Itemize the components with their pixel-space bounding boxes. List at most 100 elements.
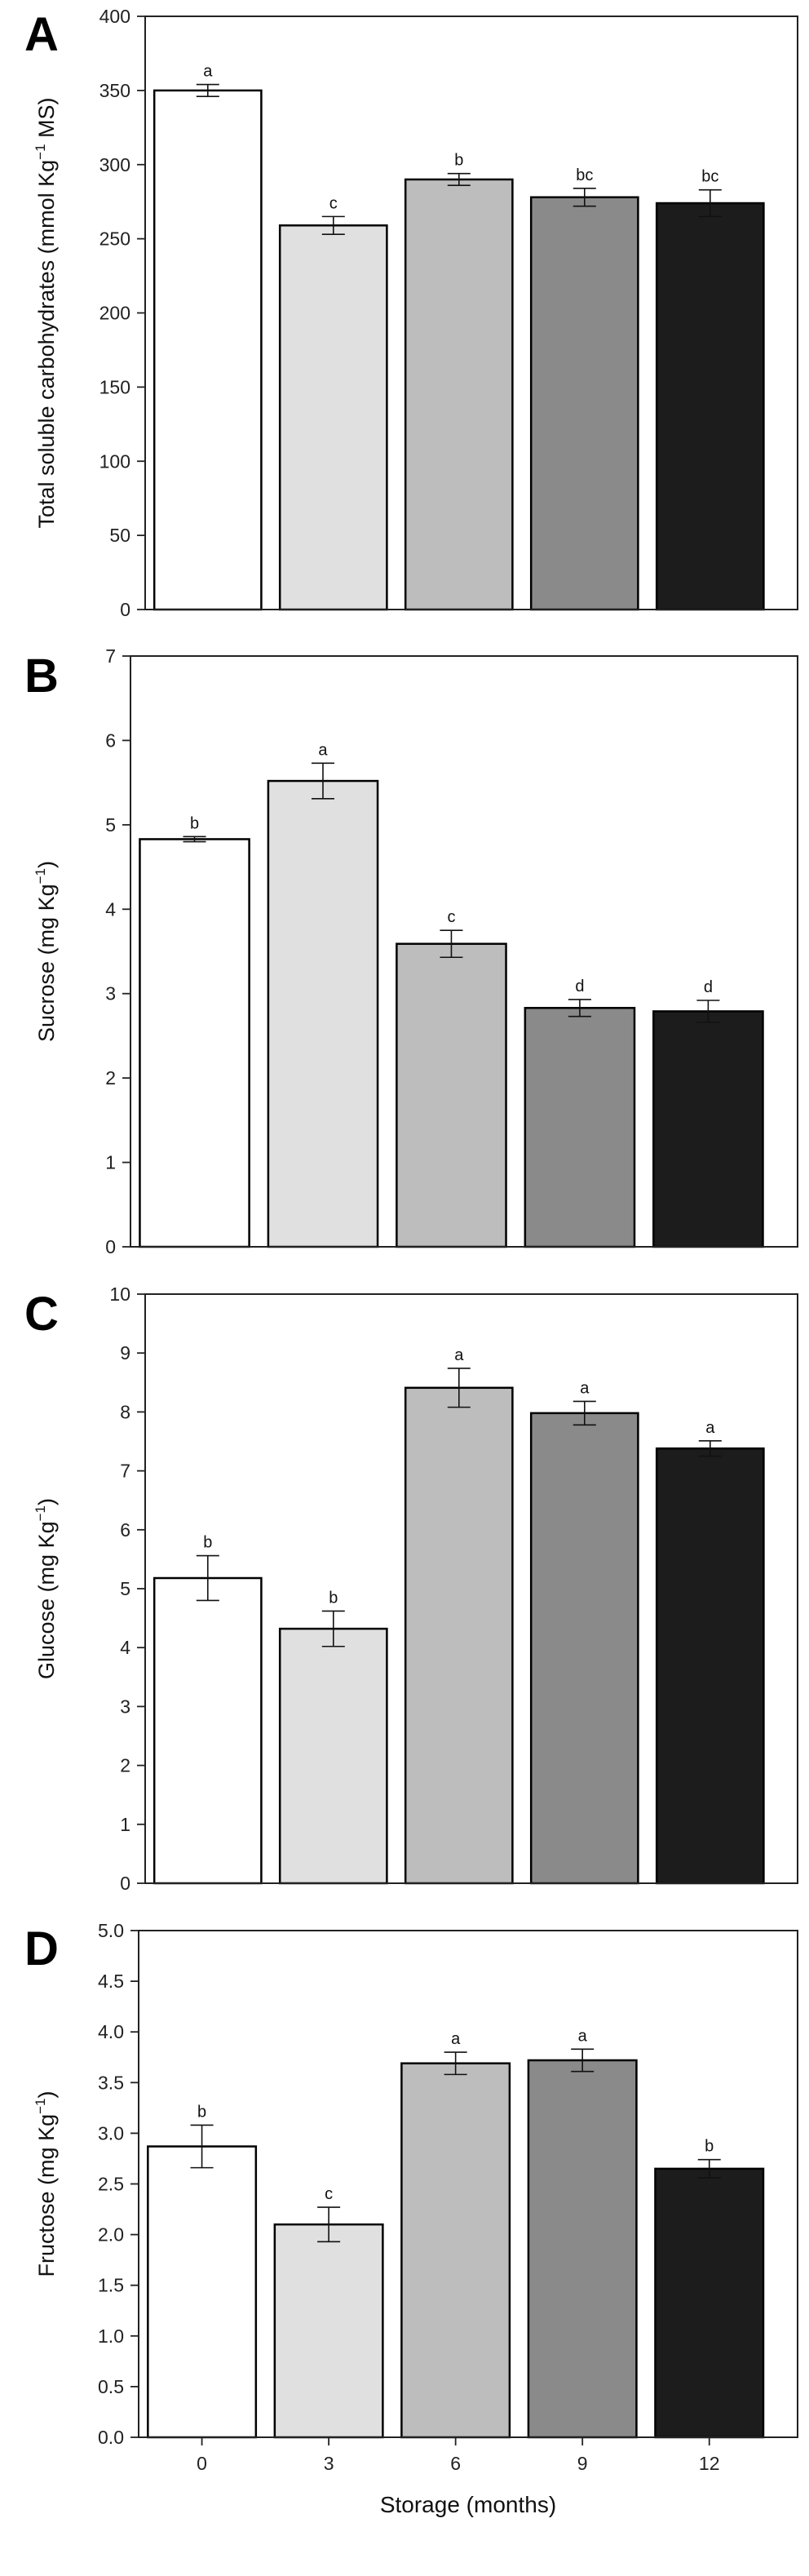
error-bar: [447, 1368, 471, 1408]
bar: [524, 1007, 636, 1248]
significance-letter: b: [454, 152, 463, 170]
bar: [153, 1576, 263, 1885]
bar: [400, 2062, 511, 2439]
y-tick-label: 4.0: [98, 2021, 124, 2042]
significance-letter: b: [190, 814, 199, 832]
y-axis-label-suffix: ): [34, 2091, 59, 2099]
significance-letter: a: [451, 2030, 461, 2048]
y-tick-label: 2: [105, 1067, 116, 1088]
y-tick-label: 9: [120, 1342, 130, 1363]
bar: [527, 2059, 638, 2439]
y-tick-label: 250: [99, 228, 130, 250]
y-tick-label: 2.5: [98, 2174, 124, 2195]
error-bar: [697, 2158, 721, 2179]
bar: [273, 2223, 384, 2439]
panel-a: Aa c b bc bc 0 50 100 150 200 250 300 350 400 Total so…: [24, 6, 798, 620]
y-tick-label: 0: [120, 599, 130, 620]
y-axis-label-superscript: −1: [33, 2099, 48, 2114]
bar: [147, 2145, 258, 2439]
y-tick-label: 100: [99, 450, 130, 472]
y-tick-label: 3.0: [98, 2122, 124, 2144]
bar: [153, 89, 263, 611]
significance-letter: c: [325, 2185, 333, 2203]
panel-letter: A: [24, 8, 59, 61]
plot-frame: [130, 655, 798, 1248]
y-axis-label-suffix: ): [34, 861, 59, 868]
significance-letter: a: [454, 1346, 464, 1364]
error-bar: [311, 762, 334, 800]
error-bar: [698, 188, 722, 218]
significance-letter: d: [704, 978, 713, 996]
y-axis-label-suffix: ): [34, 1498, 59, 1505]
y-axis-label-main: Total soluble carbohydrates (mmol Kg: [34, 160, 59, 529]
y-tick-label: 1.5: [98, 2275, 124, 2296]
x-axis-label: Storage (months): [380, 2492, 556, 2517]
x-tick-label: 12: [699, 2453, 720, 2474]
y-tick-label: 1: [120, 1814, 130, 1835]
error-bar: [571, 2048, 595, 2073]
significance-letter: c: [447, 908, 455, 926]
significance-letter: b: [203, 1534, 212, 1552]
panel-letter: B: [24, 650, 59, 703]
x-tick-label: 0: [197, 2453, 207, 2474]
bar: [655, 1447, 765, 1885]
error-bar: [317, 2206, 341, 2243]
bar: [139, 838, 250, 1248]
y-tick-label: 1.0: [98, 2325, 124, 2347]
bar: [278, 224, 388, 611]
y-tick-label: 4.5: [98, 1971, 124, 1992]
y-tick-label: 0: [105, 1236, 116, 1257]
y-axis-label: Glucose (mg Kg−1): [33, 1498, 59, 1679]
y-tick-label: 0: [120, 1873, 130, 1894]
y-tick-label: 4: [105, 898, 116, 920]
y-tick-label: 50: [109, 525, 130, 546]
y-tick-label: 3.5: [98, 2072, 124, 2093]
significance-letter: bc: [701, 168, 718, 186]
panel-c: Cb b a a a 0 1 2 3 4 5 6 7 8 9 10 Glucose (mg Kg−1): [24, 1284, 798, 1894]
y-axis-label-superscript: −1: [33, 1505, 48, 1521]
y-tick-label: 400: [99, 6, 130, 27]
y-tick-label: 0.0: [98, 2427, 124, 2448]
x-tick-label: 9: [577, 2453, 588, 2474]
x-tick-label: 6: [450, 2453, 461, 2474]
y-tick-label: 2.0: [98, 2224, 124, 2246]
significance-letter: b: [197, 2103, 206, 2121]
bar: [278, 1627, 388, 1885]
error-bar: [696, 1000, 720, 1023]
panel-b: Bb a c d d 0 1 2 3 4 5 6 7 Sucrose (mg Kg−1): [24, 645, 798, 1257]
bar: [396, 942, 507, 1248]
y-axis-label-superscript: −1: [33, 144, 48, 159]
significance-letter: b: [705, 2138, 714, 2156]
y-tick-label: 4: [120, 1637, 130, 1658]
y-axis-label-main: Glucose (mg Kg: [34, 1521, 59, 1679]
y-tick-label: 1: [105, 1152, 116, 1173]
y-tick-label: 7: [105, 645, 116, 667]
bar: [404, 178, 514, 611]
error-bar: [572, 1400, 596, 1426]
y-axis-label-superscript: −1: [33, 868, 48, 884]
y-tick-label: 3: [120, 1696, 130, 1717]
y-tick-label: 5: [105, 814, 116, 836]
panel-letter: C: [24, 1288, 59, 1341]
x-tick-label: 3: [324, 2453, 334, 2474]
bar: [655, 202, 765, 611]
bar: [267, 779, 379, 1248]
significance-letter: b: [329, 1589, 338, 1607]
significance-letter: bc: [576, 166, 593, 184]
error-bar: [698, 1439, 722, 1457]
significance-letter: a: [203, 63, 213, 81]
bar: [529, 1412, 639, 1885]
y-tick-label: 300: [99, 154, 130, 175]
y-tick-label: 150: [99, 376, 130, 397]
significance-letter: a: [318, 741, 328, 759]
error-bar: [196, 1554, 219, 1602]
error-bar: [321, 1610, 345, 1647]
y-axis-label-main: Sucrose (mg Kg: [34, 884, 59, 1042]
significance-letter: c: [329, 194, 338, 212]
y-axis-label: Total soluble carbohydrates (mmol Kg−1 M…: [33, 97, 59, 528]
bar: [404, 1386, 514, 1885]
y-tick-label: 3: [105, 983, 116, 1004]
error-bar: [444, 2051, 467, 2076]
y-tick-label: 5.0: [98, 1920, 124, 1941]
